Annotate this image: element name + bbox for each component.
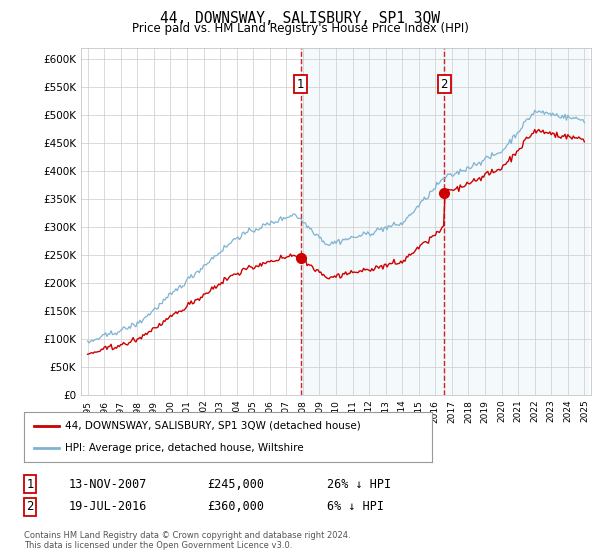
Text: 19-JUL-2016: 19-JUL-2016 [69, 500, 148, 514]
Text: £360,000: £360,000 [207, 500, 264, 514]
Text: 2: 2 [26, 500, 34, 514]
Text: Contains HM Land Registry data © Crown copyright and database right 2024.
This d: Contains HM Land Registry data © Crown c… [24, 531, 350, 550]
Text: 1: 1 [297, 77, 304, 91]
Text: 44, DOWNSWAY, SALISBURY, SP1 3QW (detached house): 44, DOWNSWAY, SALISBURY, SP1 3QW (detach… [65, 421, 361, 431]
Text: 1: 1 [26, 478, 34, 491]
Text: 2: 2 [440, 77, 448, 91]
Text: HPI: Average price, detached house, Wiltshire: HPI: Average price, detached house, Wilt… [65, 443, 304, 453]
Bar [301, 48, 444, 395]
Bar [444, 48, 587, 395]
Text: 6% ↓ HPI: 6% ↓ HPI [327, 500, 384, 514]
Text: 13-NOV-2007: 13-NOV-2007 [69, 478, 148, 491]
Text: 44, DOWNSWAY, SALISBURY, SP1 3QW: 44, DOWNSWAY, SALISBURY, SP1 3QW [160, 11, 440, 26]
Text: Price paid vs. HM Land Registry's House Price Index (HPI): Price paid vs. HM Land Registry's House … [131, 22, 469, 35]
Text: 26% ↓ HPI: 26% ↓ HPI [327, 478, 391, 491]
Text: £245,000: £245,000 [207, 478, 264, 491]
